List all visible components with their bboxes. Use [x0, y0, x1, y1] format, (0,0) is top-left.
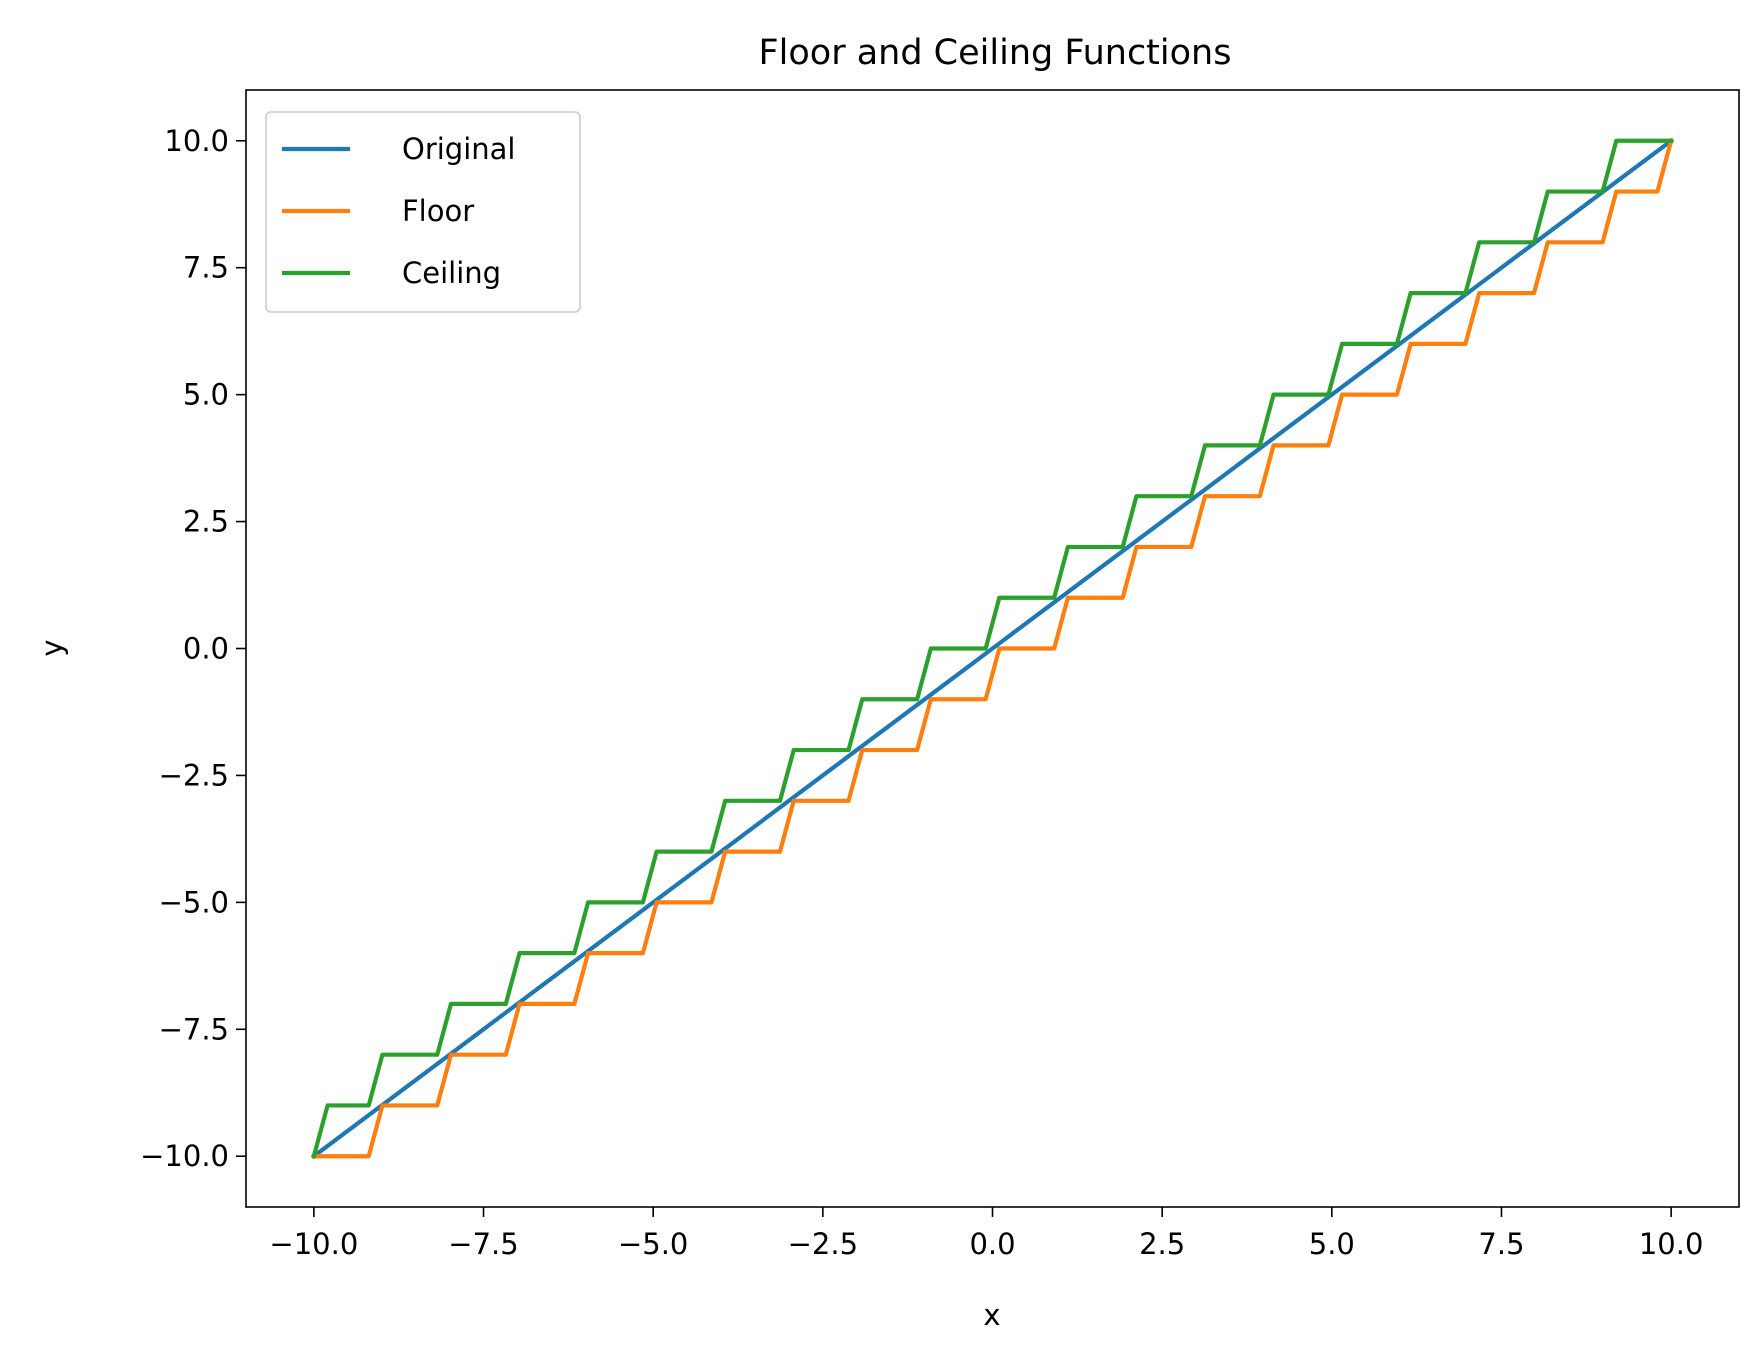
x-axis-label: x	[983, 1298, 1000, 1332]
y-tick-label: −2.5	[159, 758, 229, 792]
legend-label-floor: Floor	[402, 194, 474, 228]
legend-label-original: Original	[402, 132, 515, 166]
y-axis-label: y	[35, 639, 69, 656]
x-tick-label: 5.0	[1309, 1227, 1355, 1261]
y-tick-label: 0.0	[183, 632, 229, 666]
x-tick-label: −10.0	[269, 1227, 358, 1261]
legend: Original Floor Ceiling	[265, 111, 581, 313]
x-tick-label: −5.0	[618, 1227, 688, 1261]
series-line-ceiling	[311, 138, 1674, 1159]
legend-box	[265, 111, 581, 313]
x-tick-label: 10.0	[1639, 1227, 1704, 1261]
x-tick-label: 0.0	[969, 1227, 1015, 1261]
series-line-original	[310, 137, 1675, 1160]
y-tick-label: 10.0	[164, 124, 229, 158]
y-tick-label: 2.5	[183, 505, 229, 539]
axis-ticks: −10.0 −7.5 −5.0 −2.5 0.0 2.5 5.0 7.5 10.0 −10.0 −7…	[140, 124, 1703, 1261]
series-line-floor	[311, 138, 1674, 1159]
y-tick-label: −5.0	[159, 885, 229, 919]
chart-title: Floor and Ceiling Functions	[759, 33, 1232, 73]
plot-area	[310, 137, 1675, 1160]
y-tick-label: −7.5	[159, 1012, 229, 1046]
x-tick-label: −2.5	[788, 1227, 858, 1261]
y-tick-label: 5.0	[183, 378, 229, 412]
legend-label-ceiling: Ceiling	[402, 256, 501, 290]
y-tick-label: 7.5	[183, 251, 229, 285]
y-tick-label: −10.0	[140, 1139, 229, 1173]
x-tick-label: 2.5	[1139, 1227, 1185, 1261]
x-tick-label: 7.5	[1478, 1227, 1524, 1261]
x-tick-label: −7.5	[448, 1227, 518, 1261]
